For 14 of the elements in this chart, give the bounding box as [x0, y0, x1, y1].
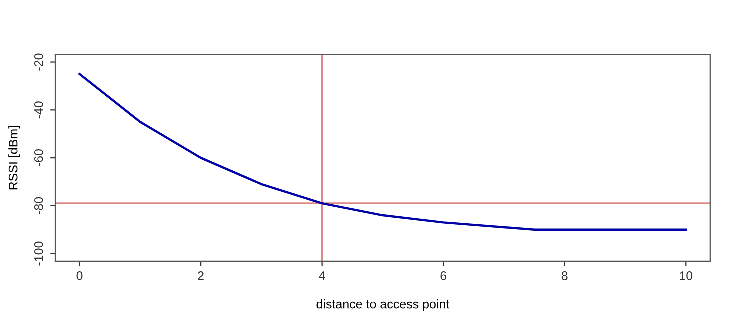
x-tick-label: 6 — [440, 272, 447, 280]
x-axis-title: distance to access point — [316, 300, 450, 312]
y-tick-label: -20 — [34, 54, 44, 71]
x-tick-label: 4 — [319, 272, 326, 280]
y-tick-label: -100 — [34, 242, 44, 266]
x-tick-label: 8 — [562, 272, 568, 280]
line-series — [78, 73, 688, 231]
x-tick-label: 0 — [76, 272, 83, 280]
y-tick-label: -60 — [34, 150, 44, 167]
y-tick-label: -40 — [34, 102, 44, 119]
y-tick-label: -80 — [34, 197, 44, 214]
y-axis-title: RSSI [dBm] — [8, 126, 20, 190]
x-tick-label: 10 — [680, 272, 693, 280]
x-tick-label: 2 — [198, 272, 204, 280]
